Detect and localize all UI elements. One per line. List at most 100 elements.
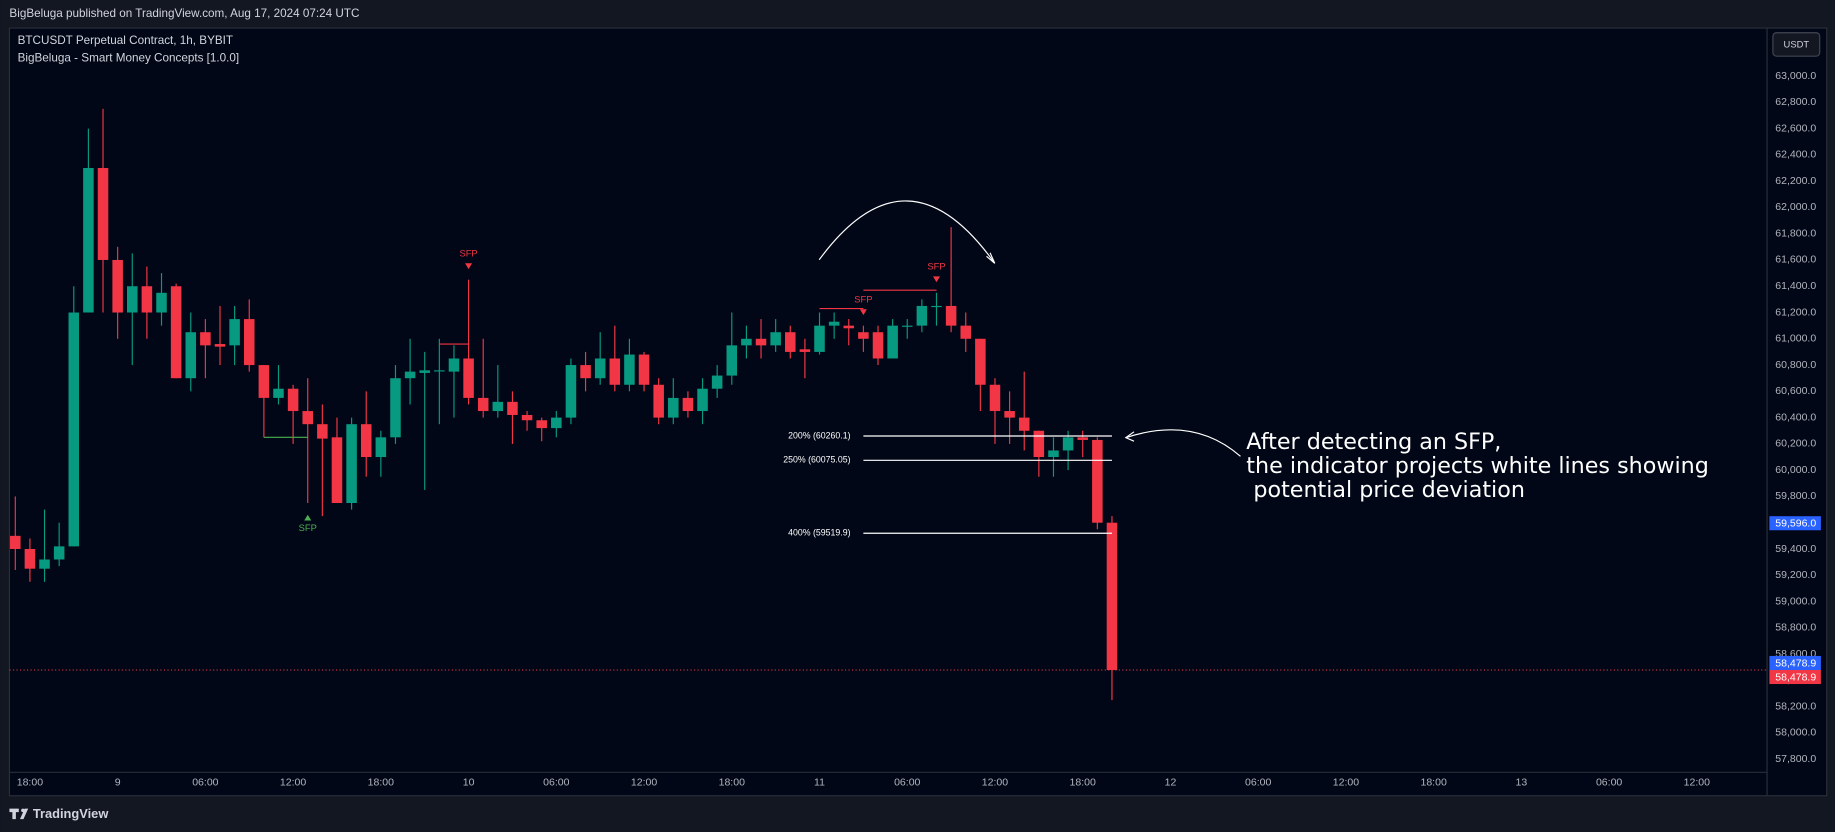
candle-body — [360, 424, 372, 458]
candle-body — [741, 338, 752, 346]
candle-body — [638, 354, 650, 385]
candle-body — [1062, 437, 1074, 451]
y-tick-label: 61,800.0 — [1775, 227, 1816, 239]
y-tick-label: 58,000.0 — [1775, 727, 1816, 739]
curved-arrow — [818, 200, 996, 264]
candle-body — [1106, 522, 1118, 670]
sfp-label: SFP — [854, 294, 872, 304]
candle-body — [1004, 411, 1015, 418]
candle-body — [492, 401, 504, 412]
candle-body — [317, 424, 328, 439]
currency-button[interactable] — [1772, 32, 1821, 57]
deviation-label: 200% (60260.1) — [788, 430, 850, 440]
candle-body — [814, 325, 825, 352]
plot-area — [8, 27, 1828, 797]
arrow-head — [1124, 431, 1135, 442]
candle-body — [580, 365, 591, 379]
candle-body — [434, 370, 445, 372]
price-marker-label: 58,478.9 — [1775, 657, 1816, 669]
x-tick-label: 12:00 — [631, 777, 657, 789]
pointer-arrow — [1125, 429, 1241, 457]
candle-body — [755, 338, 767, 346]
candle-body — [170, 286, 182, 379]
annotation: the indicator projects white lines showi… — [1246, 453, 1709, 479]
x-tick-label: 06:00 — [894, 777, 920, 789]
x-tick-label: 12:00 — [1684, 777, 1710, 789]
x-tick-label: 9 — [115, 777, 121, 789]
candle-body — [916, 305, 928, 326]
x-tick-label: 18:00 — [368, 777, 394, 789]
deviation-label: 400% (59519.9) — [788, 528, 850, 538]
candle-body — [668, 397, 679, 418]
currency[interactable]: USDT — [1784, 40, 1810, 50]
y-tick-label: 62,000.0 — [1775, 201, 1816, 213]
candle-body — [185, 332, 197, 379]
candle-body — [785, 332, 796, 352]
candle-body — [463, 358, 474, 398]
candle-body — [697, 388, 708, 412]
candle-body — [1018, 417, 1030, 431]
candle-body — [945, 305, 957, 326]
y-tick-label: 59,800.0 — [1775, 490, 1816, 502]
x-tick-label: 18:00 — [719, 777, 745, 789]
y-tick-label: 58,200.0 — [1775, 700, 1816, 712]
y-tick-label: 61,600.0 — [1775, 254, 1816, 266]
candle-body — [214, 344, 226, 347]
annotation: After detecting an SFP, — [1246, 429, 1501, 455]
candle-body — [726, 345, 738, 376]
y-tick-label: 62,600.0 — [1775, 122, 1816, 134]
x-tick-label: 06:00 — [543, 777, 569, 789]
candle-body — [24, 548, 36, 569]
candle-body — [1092, 439, 1103, 523]
brand: TradingView — [33, 806, 110, 821]
candle-body — [975, 338, 986, 385]
x-tick-label: 12:00 — [982, 777, 1008, 789]
candle-body — [521, 414, 533, 421]
publisher: BigBeluga published on TradingView.com, … — [9, 7, 359, 20]
y-tick-label: 61,200.0 — [1775, 306, 1816, 318]
candle-body — [770, 332, 781, 346]
y-tick-label: 60,600.0 — [1775, 385, 1816, 397]
candle-body — [843, 325, 855, 329]
candle-body — [10, 535, 21, 549]
x-tick-label: 18:00 — [1420, 777, 1446, 789]
sfp-arrow — [932, 276, 941, 283]
sfp-arrow — [465, 263, 473, 270]
sfp-label: SFP — [299, 523, 317, 533]
x-tick-label: 12:00 — [280, 777, 306, 789]
x-tick-label: 11 — [814, 777, 825, 789]
x-tick-label: 18:00 — [17, 777, 43, 789]
candle-body — [273, 388, 284, 398]
candle-body — [1048, 450, 1059, 458]
candle-body — [243, 319, 255, 366]
candle-body — [127, 286, 138, 313]
candle-body — [331, 437, 343, 504]
candle-body — [682, 397, 694, 412]
candle-body — [39, 559, 50, 569]
y-tick-label: 57,800.0 — [1775, 753, 1816, 765]
candle-body — [653, 384, 664, 418]
y-tick-label: 59,200.0 — [1775, 569, 1816, 581]
x-tick-label: 06:00 — [1596, 777, 1622, 789]
candle-body — [931, 305, 942, 308]
candle-body — [83, 167, 94, 313]
candle-body — [872, 332, 884, 359]
candle-body — [97, 167, 109, 260]
candle-body — [68, 312, 80, 547]
x-tick-label: 06:00 — [1245, 777, 1271, 789]
candle-body — [258, 365, 270, 398]
candle-body — [419, 370, 430, 373]
logo — [9, 808, 29, 820]
x-tick-label: 13 — [1516, 777, 1528, 789]
candle-body — [507, 401, 518, 415]
candle-body — [887, 325, 898, 359]
candle-body — [156, 292, 167, 313]
price-marker — [1769, 655, 1821, 670]
y-tick-label: 63,000.0 — [1775, 70, 1816, 82]
candle-body — [448, 358, 460, 372]
y-tick-label: 58,800.0 — [1775, 622, 1816, 634]
candle-body — [960, 325, 972, 339]
candle-body — [551, 417, 562, 429]
candle-body — [53, 546, 65, 560]
sfp-arrow — [859, 309, 867, 316]
